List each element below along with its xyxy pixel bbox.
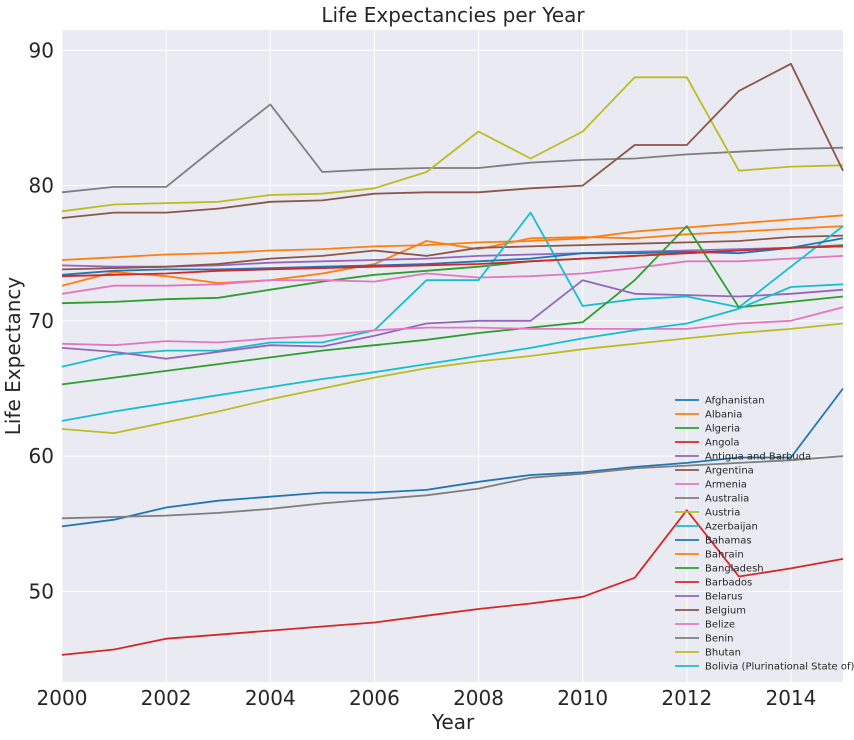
series-line-7 [61, 103, 844, 194]
x-tick-label: 2000 [37, 686, 88, 710]
chart-title: Life Expectancies per Year [321, 3, 585, 27]
series-line-14 [61, 279, 844, 360]
y-tick-label: 70 [29, 309, 54, 333]
legend-label: Bahrain [705, 550, 744, 561]
x-axis-ticks: 2000 2002 2004 2006 2008 2010 2012 2014 [37, 686, 817, 710]
legend-label: Benin [705, 634, 733, 645]
legend-label: Argentina [705, 466, 754, 477]
y-tick-label: 80 [29, 174, 54, 198]
series-line-17 [61, 455, 844, 520]
series-line-8 [61, 76, 844, 213]
legend-label: Armenia [705, 480, 747, 491]
legend-label: Bangladesh [705, 564, 764, 575]
legend-label: Australia [705, 494, 749, 505]
y-tick-label: 50 [29, 579, 54, 603]
series-line-12 [61, 225, 844, 386]
x-tick-label: 2002 [141, 686, 192, 710]
series-line-1 [61, 225, 844, 287]
series-line-5 [61, 234, 844, 271]
legend-label: Azerbaijan [705, 522, 758, 533]
legend-label: Bahamas [705, 536, 752, 547]
legend-label: Antigua and Barbuda [705, 452, 811, 463]
grid-lines [61, 30, 843, 682]
series-line-18 [61, 322, 844, 435]
legend-label: Bhutan [705, 648, 741, 659]
legend-label: Belarus [705, 592, 743, 603]
series-line-6 [61, 255, 844, 295]
legend-label: Belize [705, 620, 735, 631]
y-axis-label: Life Expectancy [1, 277, 25, 436]
legend-label: Algeria [705, 424, 740, 435]
x-tick-label: 2014 [765, 686, 816, 710]
legend-label: Afghanistan [705, 396, 765, 407]
series-line-0 [61, 387, 844, 528]
x-tick-label: 2004 [245, 686, 296, 710]
legend-label: Barbados [705, 578, 752, 589]
legend: Afghanistan Albania Algeria Angola Antigua a… [675, 396, 854, 673]
x-tick-label: 2012 [661, 686, 712, 710]
series-line-9 [61, 211, 844, 368]
series-line-3 [61, 509, 844, 656]
series-lines [61, 62, 844, 656]
x-tick-label: 2008 [453, 686, 504, 710]
series-line-11 [61, 214, 844, 261]
y-tick-label: 90 [29, 38, 54, 62]
legend-label: Angola [705, 438, 740, 449]
y-axis-ticks: 50 60 70 80 90 [29, 38, 54, 603]
legend-label: Belgium [705, 606, 746, 617]
y-tick-label: 60 [29, 444, 54, 468]
legend-label: Albania [705, 410, 742, 421]
series-line-16 [61, 306, 844, 347]
x-tick-label: 2010 [557, 686, 608, 710]
legend-label: Bolivia (Plurinational State of) [705, 662, 854, 673]
x-tick-label: 2006 [349, 686, 400, 710]
legend-label: Austria [705, 508, 740, 519]
series-line-15 [61, 62, 844, 219]
x-axis-label: Year [431, 710, 475, 734]
series-line-13 [61, 245, 844, 278]
series-line-19 [61, 283, 844, 422]
